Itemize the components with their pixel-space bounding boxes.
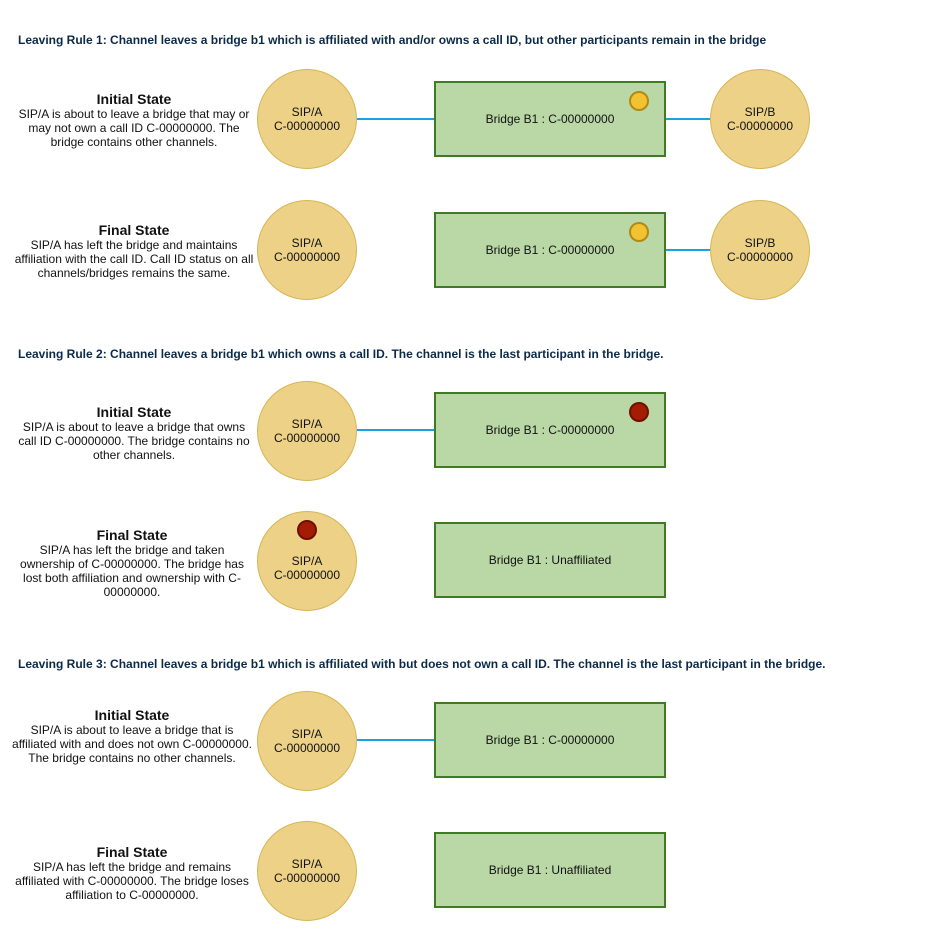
bridge-b1: Bridge B1 : C-00000000 (434, 702, 666, 778)
channel-name: SIP/B (744, 105, 776, 119)
rule-3-final-state: Final State SIP/A has left the bridge an… (12, 844, 252, 902)
state-description: SIP/A is about to leave a bridge that is… (12, 723, 252, 765)
state-title: Initial State (96, 91, 172, 107)
state-title: Initial State (94, 707, 170, 723)
channel-name: SIP/A (291, 727, 323, 741)
bridge-b1: Bridge B1 : Unaffiliated (434, 832, 666, 908)
bridge-label: Bridge B1 : Unaffiliated (488, 553, 612, 567)
bridge-label: Bridge B1 : Unaffiliated (488, 863, 612, 877)
bridge-label: Bridge B1 : C-00000000 (485, 243, 615, 257)
channel-call-id: C-00000000 (273, 871, 341, 885)
affiliation-marker (629, 222, 649, 242)
rule-1-initial-state: Initial State SIP/A is about to leave a … (14, 91, 254, 149)
bridge-label: Bridge B1 : C-00000000 (485, 112, 615, 126)
channel-sip-a: SIP/A C-00000000 (257, 200, 357, 300)
rule-3-heading: Leaving Rule 3: Channel leaves a bridge … (18, 657, 826, 671)
state-description: SIP/A has left the bridge and remains af… (15, 860, 249, 902)
rule-2-heading: Leaving Rule 2: Channel leaves a bridge … (18, 347, 664, 361)
rule-3-initial-state: Initial State SIP/A is about to leave a … (12, 707, 252, 765)
link-a-to-bridge (357, 429, 435, 431)
link-bridge-to-b (665, 118, 711, 120)
channel-name: SIP/B (744, 236, 776, 250)
link-bridge-to-b (665, 249, 711, 251)
channel-name: SIP/A (291, 857, 323, 871)
state-description: SIP/A has left the bridge and taken owne… (20, 543, 244, 599)
rule-1-heading: Leaving Rule 1: Channel leaves a bridge … (18, 33, 767, 47)
channel-name: SIP/A (291, 554, 323, 568)
channel-name: SIP/A (291, 417, 323, 431)
channel-name: SIP/A (291, 236, 323, 250)
channel-sip-a: SIP/A C-00000000 (257, 69, 357, 169)
channel-call-id: C-00000000 (273, 741, 341, 755)
channel-sip-b: SIP/B C-00000000 (710, 200, 810, 300)
channel-call-id: C-00000000 (273, 431, 341, 445)
state-title: Final State (96, 844, 168, 860)
bridge-b1: Bridge B1 : C-00000000 (434, 392, 666, 468)
bridge-label: Bridge B1 : C-00000000 (485, 733, 615, 747)
state-title: Final State (98, 222, 170, 238)
bridge-label: Bridge B1 : C-00000000 (485, 423, 615, 437)
state-title: Initial State (96, 404, 172, 420)
state-description: SIP/A has left the bridge and maintains … (14, 238, 254, 280)
channel-sip-a: SIP/A C-00000000 (257, 821, 357, 921)
state-title: Final State (96, 527, 168, 543)
ownership-marker (629, 402, 649, 422)
ownership-marker (297, 520, 317, 540)
bridge-b1: Bridge B1 : C-00000000 (434, 81, 666, 157)
channel-call-id: C-00000000 (726, 119, 794, 133)
channel-name: SIP/A (291, 105, 323, 119)
channel-call-id: C-00000000 (273, 250, 341, 264)
link-a-to-bridge (357, 739, 435, 741)
link-a-to-bridge (357, 118, 435, 120)
rule-2-final-state: Final State SIP/A has left the bridge an… (12, 527, 252, 599)
state-description: SIP/A is about to leave a bridge that ow… (18, 420, 250, 462)
affiliation-marker (629, 91, 649, 111)
state-description: SIP/A is about to leave a bridge that ma… (18, 107, 250, 149)
bridge-b1: Bridge B1 : Unaffiliated (434, 522, 666, 598)
channel-call-id: C-00000000 (726, 250, 794, 264)
rule-2-initial-state: Initial State SIP/A is about to leave a … (14, 404, 254, 462)
bridge-b1: Bridge B1 : C-00000000 (434, 212, 666, 288)
channel-sip-a: SIP/A C-00000000 (257, 381, 357, 481)
channel-call-id: C-00000000 (273, 119, 341, 133)
channel-call-id: C-00000000 (273, 568, 341, 582)
channel-sip-a: SIP/A C-00000000 (257, 691, 357, 791)
rule-1-final-state: Final State SIP/A has left the bridge an… (14, 222, 254, 280)
channel-sip-b: SIP/B C-00000000 (710, 69, 810, 169)
